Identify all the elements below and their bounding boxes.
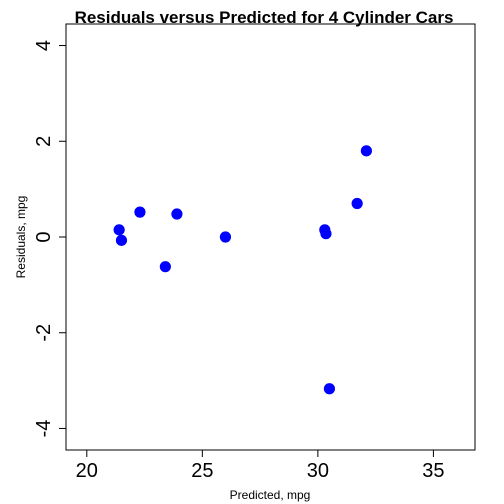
y-tick-label: 4 [33, 40, 55, 51]
data-point [159, 261, 171, 273]
data-point [360, 145, 372, 157]
y-tick-label: 0 [33, 231, 55, 242]
y-tick-label: -2 [33, 324, 55, 342]
x-tick-label: 35 [422, 460, 444, 482]
data-point [351, 197, 363, 210]
data-point [219, 231, 232, 243]
chart-title: Residuals versus Predicted for 4 Cylinde… [75, 8, 454, 27]
data-point [323, 383, 336, 395]
data-point [115, 234, 128, 246]
x-tick-label: 25 [191, 460, 213, 482]
y-tick-label: -4 [33, 420, 55, 438]
y-tick-label: 2 [33, 136, 55, 147]
x-tick-label: 30 [307, 460, 329, 482]
plot-frame [65, 23, 476, 451]
y-axis: -4 -2 0 2 4 [33, 40, 67, 438]
x-axis: 20 25 30 35 [76, 449, 445, 482]
data-points [113, 145, 372, 395]
data-point [113, 224, 125, 236]
data-point [171, 208, 183, 220]
x-axis-label: Predicted, mpg [230, 488, 311, 502]
data-point [134, 206, 146, 218]
y-axis-label: Residuals, mpg [14, 196, 28, 279]
x-tick-label: 20 [76, 460, 98, 482]
data-point [320, 228, 332, 240]
